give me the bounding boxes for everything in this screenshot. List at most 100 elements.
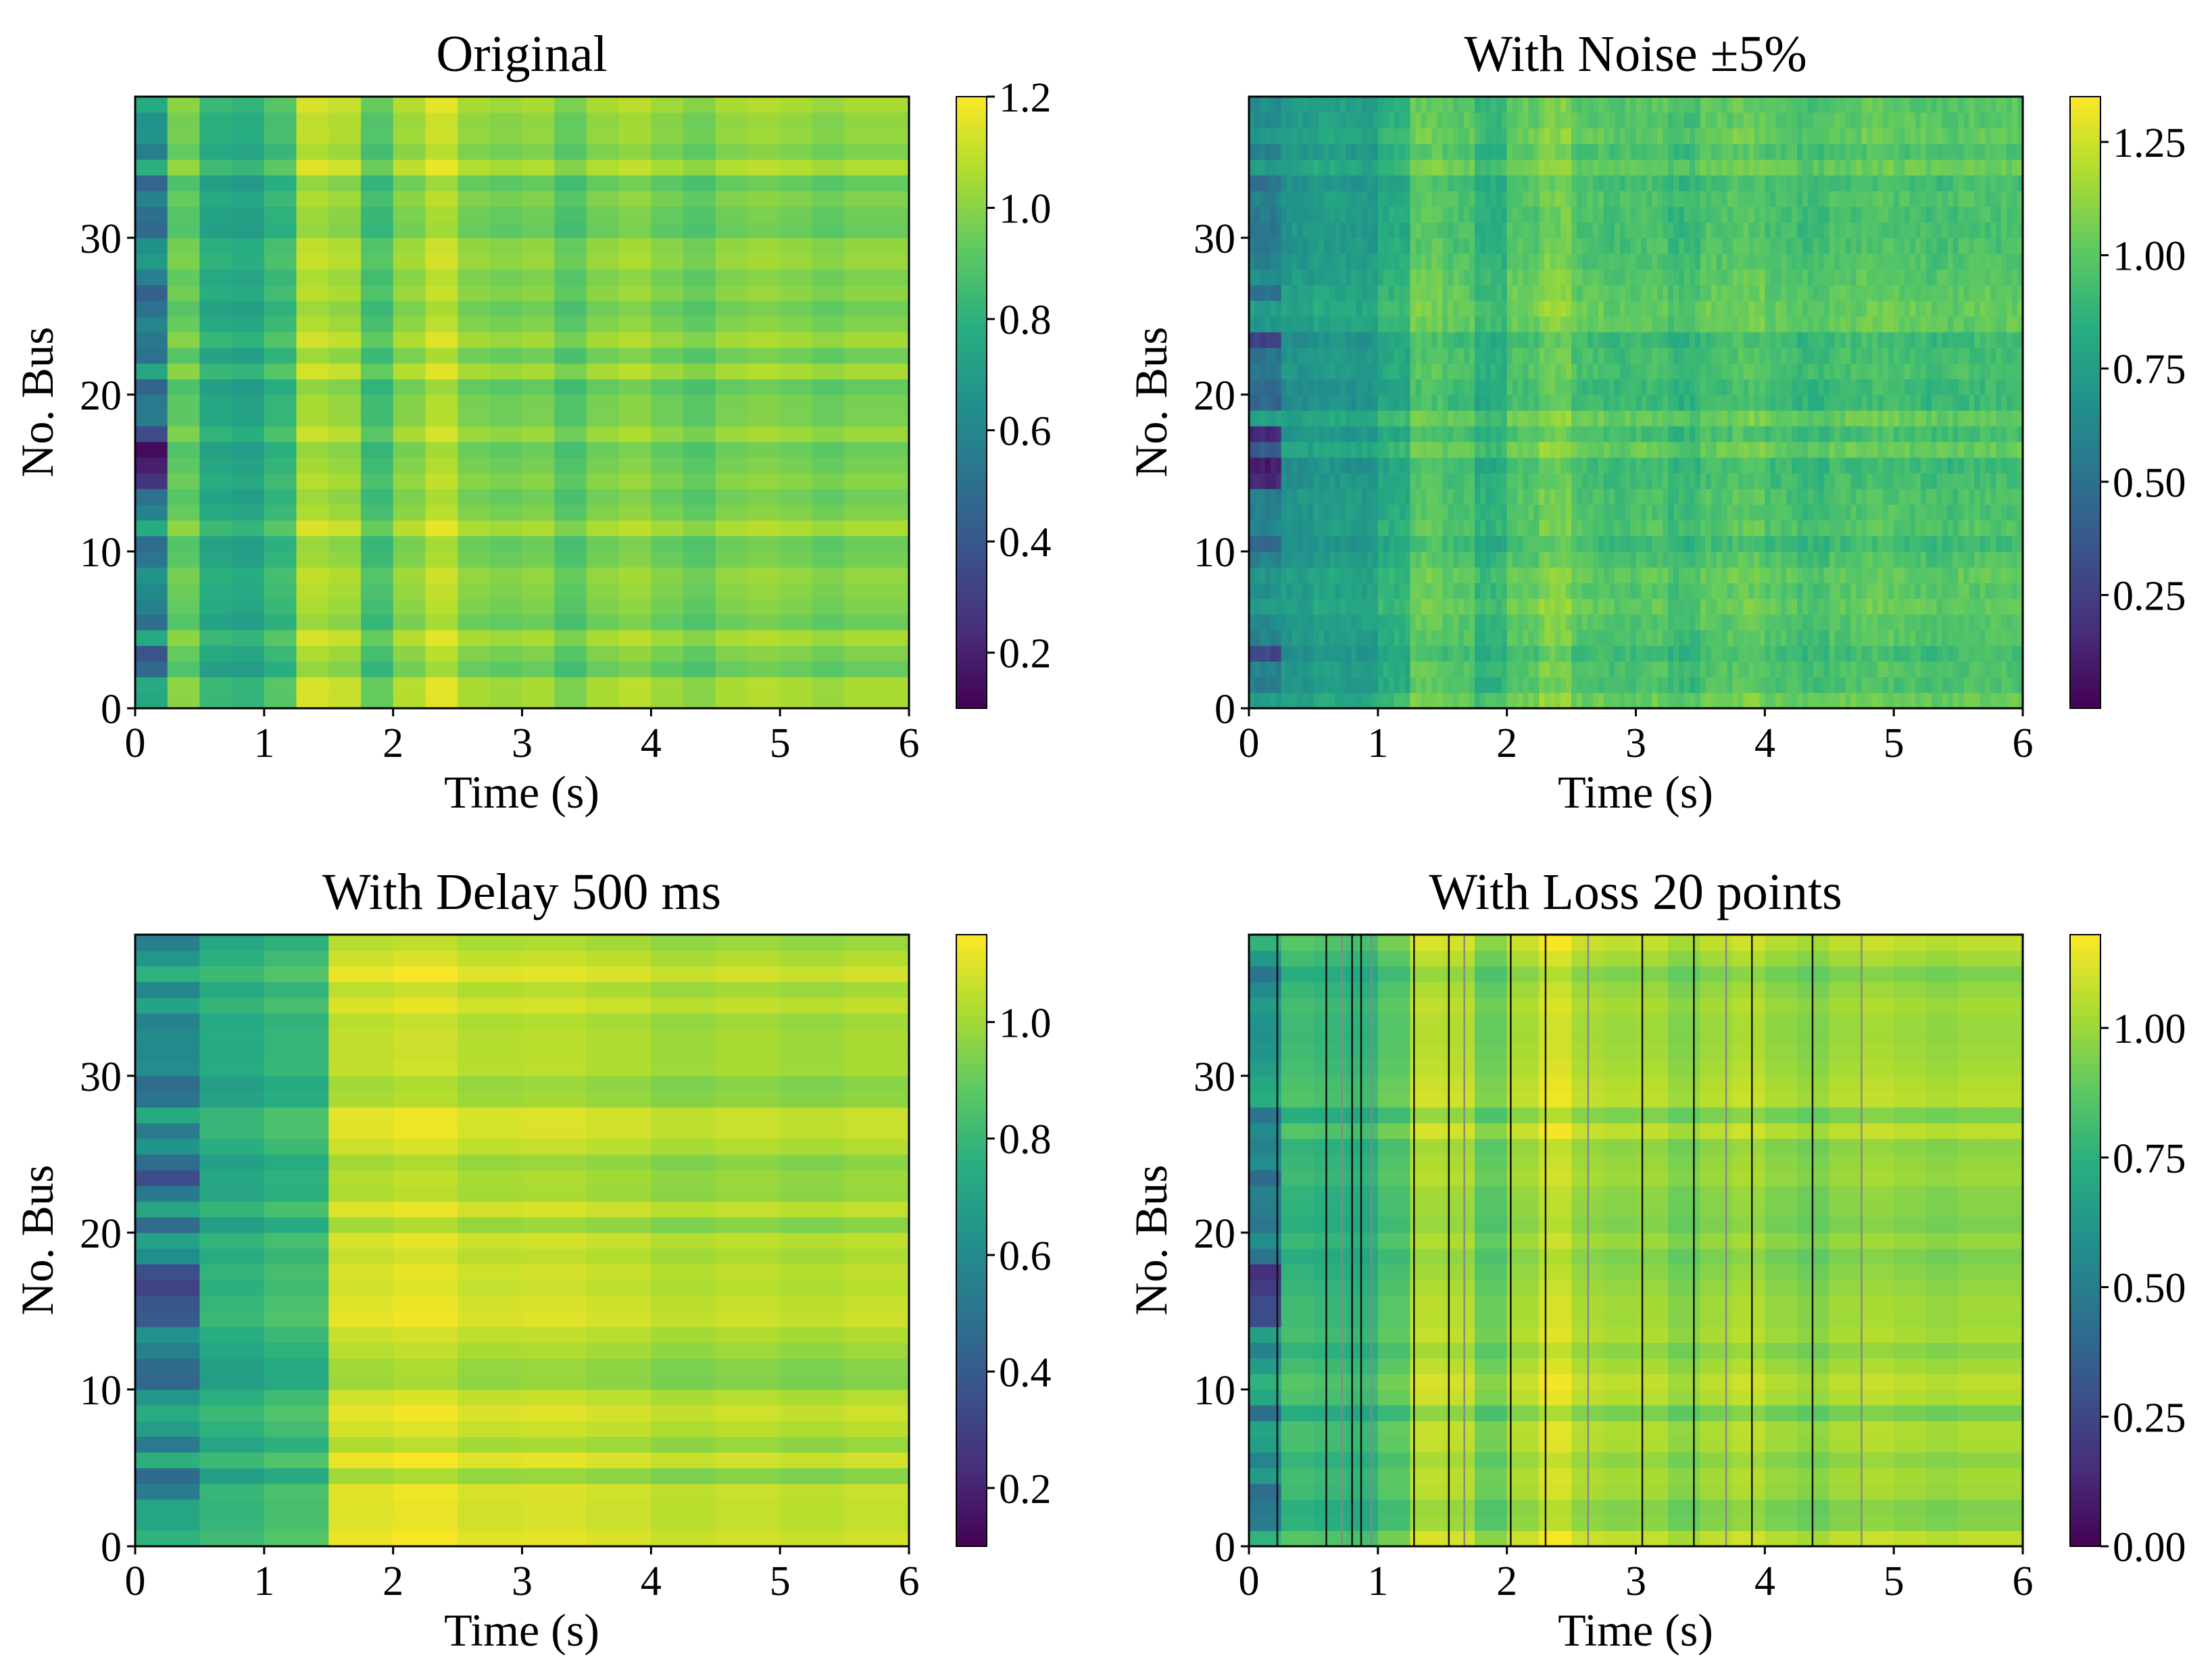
heatmap-cell xyxy=(877,347,910,364)
heatmap-cell xyxy=(1679,441,1685,458)
heatmap-cell xyxy=(1346,159,1352,176)
heatmap-cell xyxy=(360,598,394,615)
heatmap-cell xyxy=(1437,112,1443,129)
heatmap-cell xyxy=(1608,614,1615,631)
heatmap-cell xyxy=(1501,645,1508,662)
heatmap-cell xyxy=(1775,583,1781,599)
heatmap-cell xyxy=(1555,629,1561,646)
heatmap-cell xyxy=(1646,285,1652,301)
heatmap-cell xyxy=(1292,112,1298,129)
heatmap-cell xyxy=(1356,410,1362,426)
heatmap-cell xyxy=(1748,629,1755,646)
heatmap-cell xyxy=(812,143,845,160)
heatmap-cell xyxy=(1641,175,1647,191)
heatmap-cell xyxy=(232,489,265,505)
heatmap-cell xyxy=(1533,410,1540,426)
heatmap-cell xyxy=(1668,598,1674,615)
heatmap-cell xyxy=(1372,645,1379,662)
heatmap-cell xyxy=(328,661,362,678)
heatmap-cell xyxy=(1302,472,1309,489)
heatmap-cell xyxy=(1700,300,1706,317)
heatmap-cell xyxy=(1770,378,1776,395)
heatmap-cell xyxy=(393,489,426,505)
heatmap-cell xyxy=(1700,472,1706,489)
heatmap-cell xyxy=(1614,378,1621,395)
heatmap-cell xyxy=(844,332,877,348)
heatmap-cell xyxy=(1308,253,1314,270)
heatmap-cell xyxy=(651,410,684,426)
heatmap-cell xyxy=(1501,316,1508,333)
heatmap-cell xyxy=(1490,347,1497,364)
heatmap-cell xyxy=(1351,206,1357,223)
heatmap-cell xyxy=(1592,285,1599,301)
heatmap-cell xyxy=(1630,112,1637,129)
chart-title: Original xyxy=(436,26,607,82)
heatmap-cell xyxy=(1421,206,1427,223)
heatmap-cell xyxy=(1700,285,1706,301)
heatmap-cell xyxy=(1646,191,1652,207)
heatmap-cell xyxy=(812,175,845,191)
heatmap-cell xyxy=(232,583,265,599)
heatmap-cell xyxy=(1479,332,1486,348)
heatmap-cell xyxy=(1786,394,1792,411)
heatmap-cell xyxy=(1496,661,1502,678)
heatmap-cell xyxy=(1797,535,1803,552)
heatmap-cell xyxy=(1319,128,1325,145)
heatmap-cell xyxy=(1501,551,1508,568)
heatmap-cell xyxy=(1523,441,1529,458)
heatmap-cell xyxy=(1377,692,1384,709)
heatmap-cell xyxy=(1335,645,1341,662)
heatmap-cell xyxy=(1501,441,1508,458)
heatmap-cell xyxy=(1608,332,1615,348)
heatmap-cell xyxy=(1404,457,1411,474)
heatmap-cell xyxy=(1313,645,1319,662)
heatmap-cell xyxy=(1442,159,1448,176)
heatmap-cell xyxy=(1738,583,1744,599)
heatmap-cell xyxy=(1313,237,1319,254)
colorbar-tick-label: 0.8 xyxy=(999,297,1052,343)
heatmap-cell xyxy=(1264,191,1271,207)
heatmap-cell xyxy=(715,645,749,662)
heatmap-cell xyxy=(618,629,652,646)
heatmap-cell xyxy=(1479,206,1486,223)
heatmap-cell xyxy=(1581,661,1588,678)
heatmap-cell xyxy=(1335,520,1341,537)
heatmap-cell xyxy=(1469,535,1475,552)
heatmap-cell xyxy=(1673,316,1679,333)
heatmap-cell xyxy=(1421,128,1427,145)
heatmap-cell xyxy=(1663,175,1669,191)
heatmap-cell xyxy=(1759,222,1765,239)
heatmap-cell xyxy=(1431,128,1437,145)
heatmap-cell xyxy=(1759,237,1765,254)
heatmap-cell xyxy=(458,426,491,443)
heatmap-cell xyxy=(1571,692,1577,709)
heatmap-cell xyxy=(1367,222,1373,239)
heatmap-cell xyxy=(1721,300,1728,317)
heatmap-cell xyxy=(1690,535,1696,552)
heatmap-cell xyxy=(1533,489,1540,505)
heatmap-cell xyxy=(135,394,168,411)
heatmap-cell xyxy=(1690,598,1696,615)
heatmap-cell xyxy=(1738,614,1744,631)
heatmap-cell xyxy=(425,206,458,223)
heatmap-cell xyxy=(1464,551,1470,568)
heatmap-cell xyxy=(1765,614,1771,631)
heatmap-cell xyxy=(1254,489,1260,505)
heatmap-cell xyxy=(1308,583,1314,599)
heatmap-cell xyxy=(1619,676,1626,693)
heatmap-cell xyxy=(328,504,362,521)
heatmap-cell xyxy=(1684,206,1690,223)
heatmap-cell xyxy=(1754,332,1760,348)
heatmap-cell xyxy=(1630,253,1637,270)
heatmap-cell xyxy=(1383,112,1390,129)
heatmap-cell xyxy=(1479,583,1486,599)
heatmap-cell xyxy=(1421,222,1427,239)
heatmap-cell xyxy=(1711,661,1717,678)
heatmap-cell xyxy=(1721,97,1728,113)
heatmap-cell xyxy=(1700,676,1706,693)
heatmap-cell xyxy=(1619,159,1626,176)
heatmap-cell xyxy=(1716,504,1723,521)
heatmap-cell xyxy=(1329,175,1335,191)
heatmap-cell xyxy=(683,347,716,364)
